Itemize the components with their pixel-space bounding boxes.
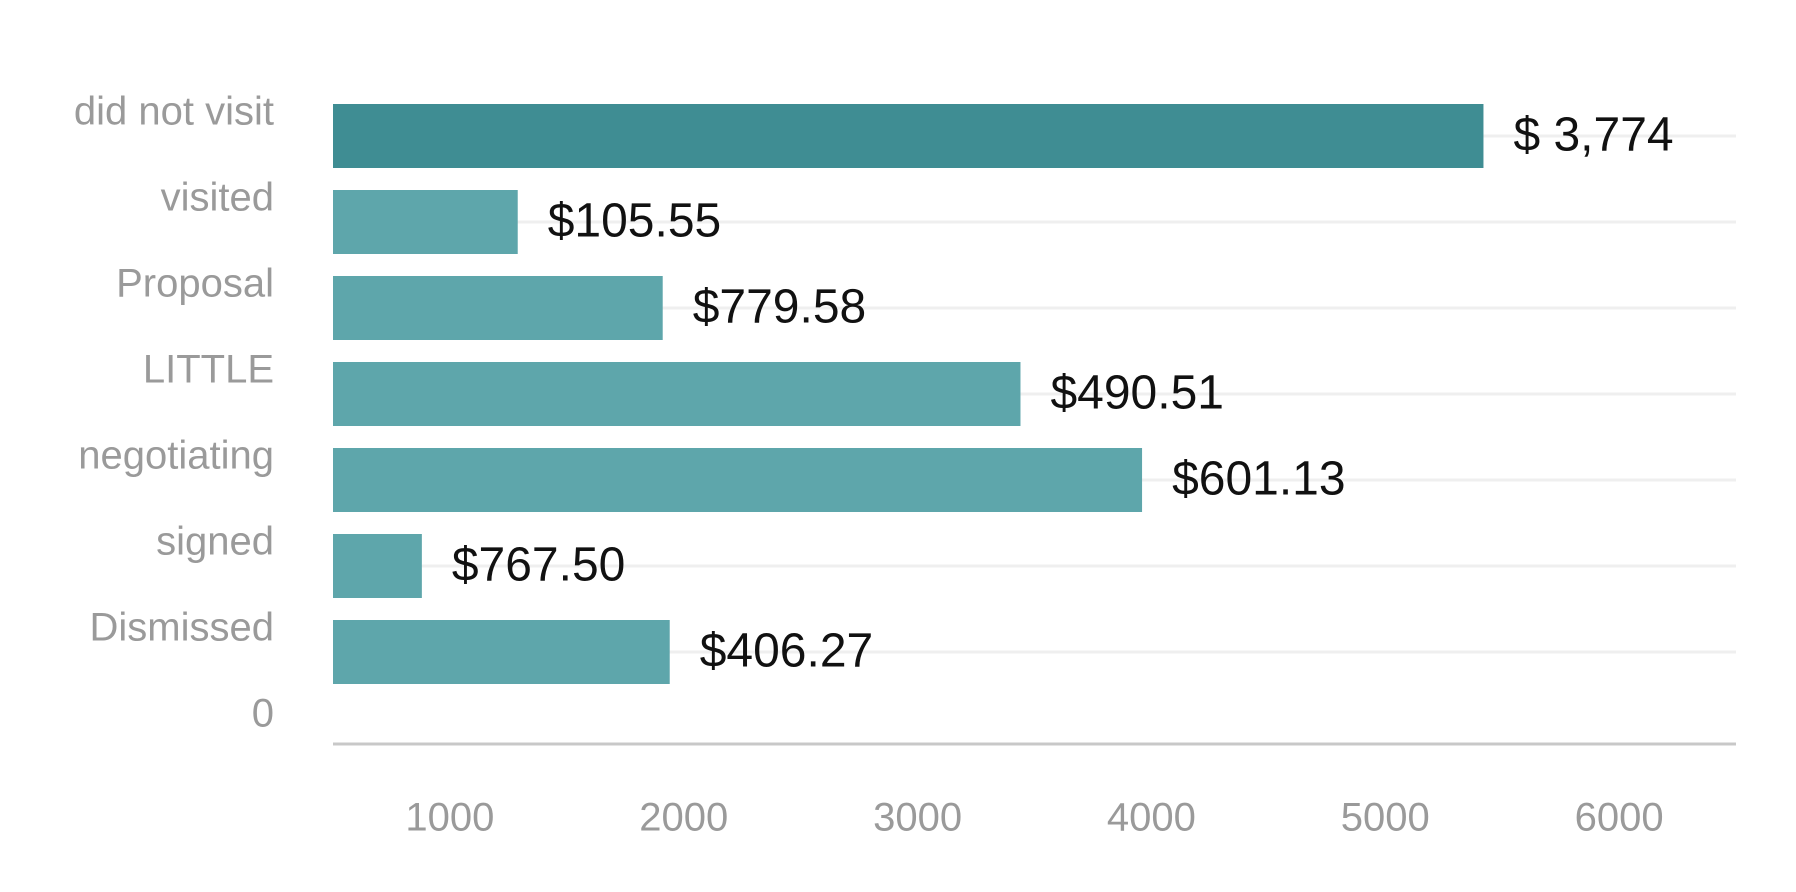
data-label-did-not-visit: $ 3,774	[1513, 109, 1673, 162]
bar-proposal	[333, 276, 663, 340]
x-tick-label-4000: 4000	[1107, 796, 1196, 840]
bar-did-not-visit	[333, 104, 1484, 168]
category-labels: did not visit visited Proposal LITTLE negoti…	[74, 90, 274, 736]
category-label-negotiating: negotiating	[78, 434, 274, 478]
bar-visited	[333, 190, 518, 254]
x-tick-label-6000: 6000	[1575, 796, 1664, 840]
category-label-little: LITTLE	[143, 348, 274, 392]
category-label-proposal: Proposal	[116, 262, 274, 306]
data-label-signed: $767.50	[452, 539, 626, 592]
x-tick-label-1000: 1000	[405, 796, 494, 840]
bar-negotiating	[333, 448, 1143, 512]
data-label-dismissed: $406.27	[700, 625, 874, 678]
bar-dismissed	[333, 620, 670, 684]
category-label-did-not-visit: did not visit	[74, 90, 274, 134]
data-label-little: $490.51	[1050, 367, 1224, 420]
data-label-visited: $105.55	[548, 195, 722, 248]
x-tick-labels: 1000 2000 3000 4000 5000 6000	[405, 796, 1663, 840]
category-label-0: 0	[252, 692, 274, 736]
category-label-dismissed: Dismissed	[90, 606, 274, 650]
bar-little	[333, 362, 1021, 426]
x-tick-label-2000: 2000	[639, 796, 728, 840]
category-label-visited: visited	[161, 176, 274, 220]
bar-signed	[333, 534, 422, 598]
category-label-signed: signed	[156, 520, 274, 564]
data-label-proposal: $779.58	[693, 281, 867, 334]
bars	[333, 104, 1484, 684]
x-tick-label-3000: 3000	[873, 796, 962, 840]
data-label-negotiating: $601.13	[1172, 453, 1346, 506]
x-tick-label-5000: 5000	[1341, 796, 1430, 840]
data-labels: $ 3,774 $105.55 $779.58 $490.51 $601.13 $767.…	[452, 109, 1674, 678]
